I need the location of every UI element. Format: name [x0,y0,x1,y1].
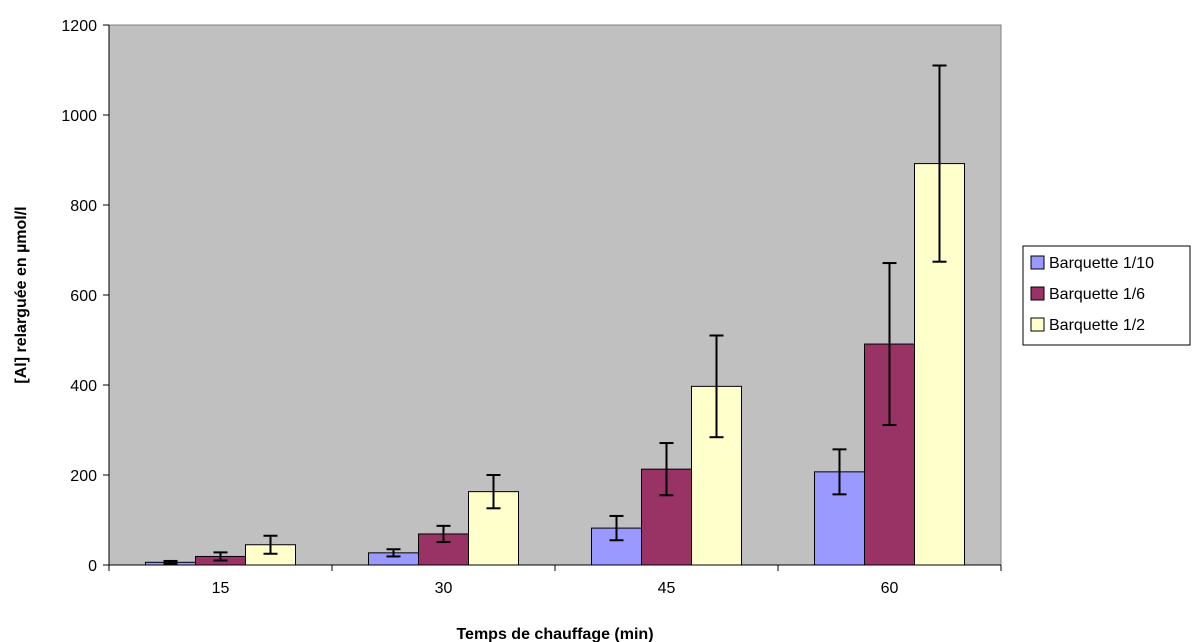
y-tick-label: 0 [88,558,97,575]
x-tick-label: 60 [881,580,899,597]
y-tick-label: 400 [70,378,97,395]
legend-label: Barquette 1/10 [1049,255,1154,272]
legend: Barquette 1/10 Barquette 1/6 Barquette 1/2 [1022,245,1191,346]
y-tick-label: 1000 [61,108,97,125]
y-tick-label: 800 [70,198,97,215]
y-axis-title: [Al] relarguée en µmol/l [13,206,30,383]
legend-swatch [1030,255,1045,270]
x-tick-label: 30 [435,580,453,597]
x-tick-label: 15 [212,580,230,597]
x-tick-labels: 15 30 45 60 [212,580,899,597]
axes-group [103,24,1002,571]
x-tick-label: 45 [658,580,676,597]
legend-box [1022,245,1191,346]
y-tick-labels: 0 200 400 600 800 1000 1200 [61,18,97,575]
error-bars-group [163,64,947,565]
y-tick-label: 600 [70,288,97,305]
y-tick-label: 200 [70,468,97,485]
legend-swatch [1030,286,1045,301]
legend-label: Barquette 1/6 [1049,286,1145,303]
x-axis-title: Temps de chauffage (min) [456,626,653,642]
y-tick-label: 1200 [61,18,97,35]
legend-label: Barquette 1/2 [1049,317,1145,334]
legend-swatch [1030,317,1045,332]
